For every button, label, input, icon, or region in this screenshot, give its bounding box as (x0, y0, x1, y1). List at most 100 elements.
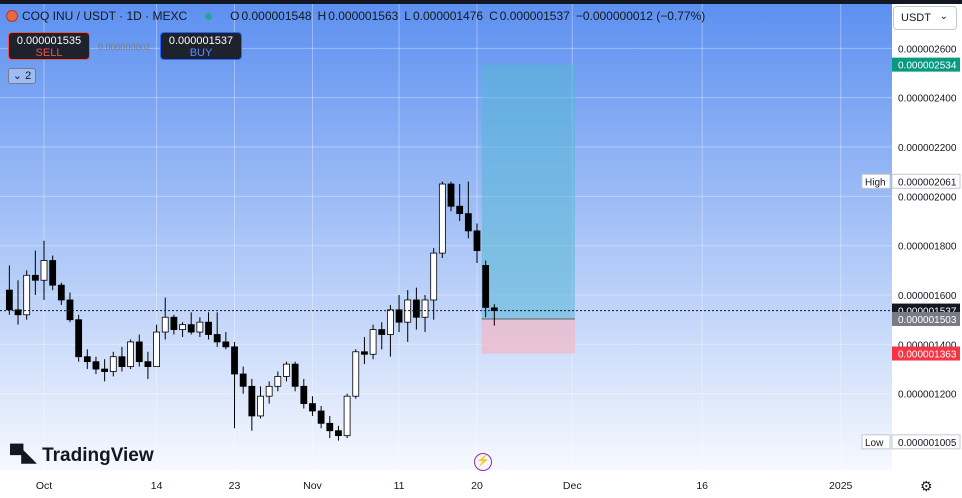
candle-body (23, 274, 31, 316)
gear-icon[interactable]: ⚙ (920, 478, 933, 494)
sell-label: SELL (35, 47, 63, 59)
candle-body (135, 341, 143, 363)
candle-body (92, 361, 100, 370)
price-label-tag-box (861, 173, 891, 189)
time-axis-background (0, 470, 892, 498)
candle-body (144, 361, 152, 367)
x-tick-label: 16 (696, 480, 708, 492)
low-value: 0.000001476 (412, 9, 484, 23)
candle-body (473, 230, 481, 252)
x-tick-label: Oct (36, 480, 52, 492)
coin-logo-icon (6, 10, 18, 22)
currency-value: USDT (901, 12, 931, 24)
candle-body (222, 341, 230, 348)
symbol-title[interactable]: COQ INU / USDT · 1D · MEXC (22, 9, 188, 23)
candle-body (187, 324, 195, 333)
y-tick-label: 0.000001600 (898, 291, 957, 302)
x-tick-label: 23 (229, 480, 241, 492)
y-tick-label: 0.000001200 (898, 390, 957, 401)
y-tick-label: 0.000002200 (898, 143, 957, 154)
legend-bar: COQ INU / USDT · 1D · MEXC O 0.000001548 … (6, 9, 705, 23)
x-tick-label: 14 (151, 480, 163, 492)
candle-body (101, 368, 109, 372)
candle-body (109, 356, 117, 372)
candle-body (361, 351, 368, 355)
buy-label: BUY (189, 47, 213, 59)
tradingview-logo[interactable]: ▀◣ TradingView (10, 444, 154, 467)
candle-body (179, 324, 186, 330)
price-label-tag-box (861, 434, 891, 450)
close-value: 0.000001537 (499, 9, 570, 23)
candle-body (482, 265, 490, 308)
price-label-box (892, 346, 960, 361)
candle-body (118, 356, 126, 367)
candle-body (326, 422, 334, 432)
sell-price: 0.000001535 (16, 35, 82, 47)
indicators-toggle-button[interactable]: ⌄ 2 (8, 68, 36, 84)
chevron-down-icon: ⌄ (939, 11, 948, 22)
candle-body (127, 341, 134, 367)
currency-select[interactable]: USDT ⌄ (893, 6, 957, 30)
brand-name: TradingView (42, 444, 154, 466)
x-tick-label: 20 (471, 480, 483, 492)
x-tick-label: 2025 (829, 480, 853, 492)
candle-body (161, 316, 169, 333)
y-tick-label: 0.000002000 (898, 192, 957, 203)
flash-icon[interactable]: ⚡ (474, 453, 492, 471)
price-label-box (891, 173, 961, 189)
price-label-box (892, 57, 960, 72)
y-tick-label: 0.000001400 (898, 340, 957, 351)
candle-body (378, 329, 386, 335)
candle-body (386, 309, 394, 335)
open-label: O (230, 9, 240, 23)
candle-body (274, 376, 282, 387)
candle-body (490, 307, 498, 311)
candle-body (205, 321, 212, 335)
price-label-value: 0.000001503 (898, 315, 957, 326)
candle-body (31, 274, 39, 281)
candle-body (464, 213, 472, 232)
y-tick-label: 0.000002400 (898, 94, 957, 105)
candle-body (257, 395, 264, 417)
x-tick-label: Nov (303, 480, 322, 492)
candle-body (430, 252, 438, 301)
candle-body (369, 329, 377, 355)
tradingview-logo-icon: ▀◣ (10, 445, 36, 466)
window-top-bar (0, 0, 962, 4)
loss-zone (481, 318, 575, 354)
candle-body (40, 260, 48, 281)
buy-button[interactable]: 0.000001537 BUY (160, 32, 242, 60)
candle-body (83, 356, 91, 363)
y-tick-label: 0.000001800 (898, 242, 957, 253)
x-tick-label: Dec (563, 480, 582, 492)
x-tick-label: 11 (394, 480, 405, 492)
candle-body (57, 284, 65, 301)
price-label-value: 0.000001005 (898, 438, 957, 449)
market-status-icon (205, 12, 213, 20)
candle-body (170, 316, 178, 330)
price-label-box (892, 311, 960, 326)
price-label-tag: Low (865, 438, 884, 449)
candle-body (309, 403, 316, 412)
open-value: 0.000001548 (241, 9, 312, 23)
candle-body (213, 334, 221, 343)
candle-body (343, 395, 351, 437)
candle-body (239, 373, 247, 387)
candle-body (196, 321, 204, 333)
profit-zone (481, 64, 575, 319)
buy-price: 0.000001537 (168, 35, 234, 47)
chevron-down-icon: ⌄ (12, 70, 23, 82)
candle-body (447, 183, 455, 207)
candle-body (248, 385, 256, 417)
candle-body (395, 309, 403, 323)
candle-body (412, 299, 420, 318)
price-label-value: 0.000002061 (898, 177, 957, 188)
candle-body (335, 430, 342, 437)
candle-body (75, 319, 83, 358)
candle-body (153, 331, 160, 367)
candle-body (231, 346, 238, 375)
sell-button[interactable]: 0.000001535 SELL (8, 32, 90, 60)
